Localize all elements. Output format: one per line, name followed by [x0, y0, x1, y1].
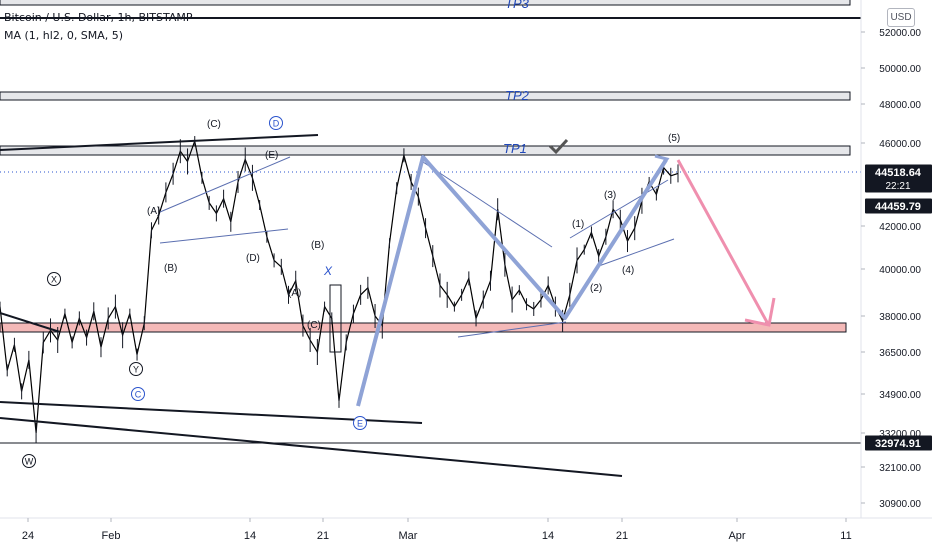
- time-tick-label: 24: [22, 530, 34, 542]
- symbol-title[interactable]: Bitcoin / U.S. Dollar, 1h, BITSTAMP: [4, 11, 193, 24]
- time-tick-label: Feb: [102, 530, 121, 542]
- price-series-line: [0, 138, 679, 434]
- checkmark-icon: [548, 138, 569, 155]
- tp-band: [0, 91, 851, 101]
- resistance-zone: [0, 322, 847, 333]
- circled-marker: [353, 416, 367, 430]
- circled-marker: [131, 387, 145, 401]
- price-tick-label: 40000.00: [879, 265, 921, 276]
- wave-label: (C): [307, 320, 321, 331]
- wave-label: (B): [164, 263, 177, 274]
- candle-wicks: [0, 136, 679, 443]
- price-tick-label: 50000.00: [879, 64, 921, 75]
- price-tick-label: 48000.00: [879, 100, 921, 111]
- price-tick-label: 33200.00: [879, 429, 921, 440]
- price-tick-label: 38000.00: [879, 312, 921, 323]
- circled-marker: [47, 272, 61, 286]
- target-arrowhead: [744, 297, 776, 327]
- trend-lines: [0, 134, 623, 477]
- time-tick-label: 21: [616, 530, 628, 542]
- channel-line: [457, 321, 567, 338]
- price-tick-label: 42000.00: [879, 222, 921, 233]
- tp-zones: TP3 TP2 TP1: [0, 0, 851, 156]
- trend-line: [0, 134, 319, 151]
- wave-labels: (A) (B) (C) (B) (A) (C) (D) (E) X (1) (2) (3) (4) (5): [147, 119, 680, 331]
- channel-lines: [159, 156, 675, 338]
- price-axis: 52000.00 50000.00 48000.00 46000.00 42000.00…: [861, 28, 921, 510]
- wave-label: (3): [604, 190, 616, 201]
- price-tick-label: 46000.00: [879, 139, 921, 150]
- tp-label: TP2: [505, 88, 530, 103]
- wave-label: (D): [246, 253, 260, 264]
- price-tick-label: 36500.00: [879, 348, 921, 359]
- price-tick-label: 32100.00: [879, 463, 921, 474]
- circled-label: E: [357, 419, 363, 429]
- wave-label: (A): [288, 288, 301, 299]
- tp-label: TP1: [503, 141, 527, 156]
- circled-label: W: [25, 457, 34, 467]
- wave-arrowhead: [654, 154, 670, 170]
- channel-line: [595, 238, 675, 268]
- trend-line: [0, 312, 61, 333]
- trend-line: [0, 401, 423, 424]
- ma-indicator-legend[interactable]: MA (1, hl2, 0, SMA, 5): [4, 29, 124, 42]
- wave-label: (2): [590, 283, 602, 294]
- wave-label: (C): [207, 119, 221, 130]
- circled-marker: [129, 362, 143, 376]
- price-badge-sub: 22:21: [885, 181, 910, 192]
- price-tick-label: 34900.00: [879, 390, 921, 401]
- price-badge-label: 44459.79: [875, 201, 921, 213]
- circled-label: Y: [133, 365, 139, 375]
- wave-label: (E): [265, 150, 278, 161]
- circled-label: C: [135, 390, 142, 400]
- channel-line: [422, 161, 553, 248]
- price-badge: [865, 435, 932, 451]
- time-tick-label: Mar: [399, 530, 418, 542]
- currency-button[interactable]: USD: [887, 8, 915, 27]
- price-badge-label: 44518.64: [875, 167, 922, 179]
- wave-label: (1): [572, 219, 584, 230]
- target-arrow: [676, 159, 770, 325]
- tp-band: [0, 145, 851, 156]
- time-tick-label: 14: [244, 530, 256, 542]
- price-badge-label: 32974.91: [875, 438, 921, 450]
- price-badge: [865, 198, 932, 214]
- wave-label: X: [323, 264, 333, 278]
- channel-line: [159, 228, 289, 244]
- circled-label: D: [273, 119, 280, 129]
- circled-marker: [22, 454, 36, 468]
- wave-label: (4): [622, 265, 634, 276]
- circled-marker: [269, 116, 283, 130]
- time-tick-label: 21: [317, 530, 329, 542]
- wave-label: (B): [311, 240, 324, 251]
- channel-line: [159, 156, 291, 213]
- circled-labels: X Y W C D E: [22, 116, 367, 468]
- price-badges: 44518.64 22:21 44459.79 32974.91: [865, 164, 932, 451]
- channel-line: [569, 179, 669, 239]
- time-tick-label: 14: [542, 530, 554, 542]
- range-marker: [329, 284, 342, 353]
- tp-band: [0, 0, 851, 6]
- wave-path: [356, 155, 668, 407]
- price-tick-label: 52000.00: [879, 28, 921, 39]
- wave-label: (A): [147, 206, 160, 217]
- price-badge: [865, 164, 932, 193]
- circled-label: X: [51, 275, 57, 285]
- tp-label: TP3: [505, 0, 530, 11]
- price-tick-label: 30900.00: [879, 499, 921, 510]
- time-tick-label: Apr: [728, 530, 745, 542]
- time-axis: 24 Feb 14 21 Mar 14 21 Apr 11: [22, 518, 852, 542]
- trend-line: [0, 417, 623, 477]
- time-tick-label: 11: [840, 530, 851, 542]
- wave-label: (5): [668, 133, 680, 144]
